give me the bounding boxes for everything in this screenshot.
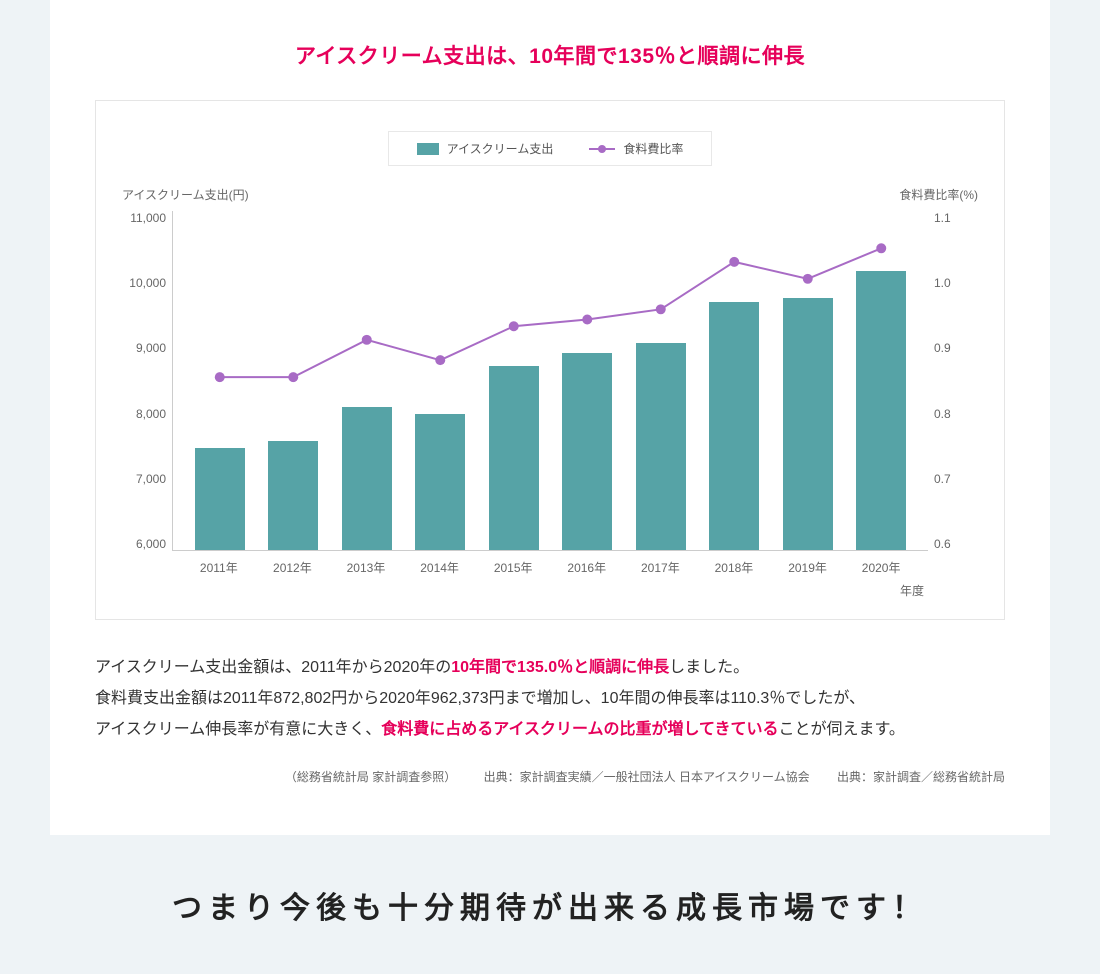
- y-right-tick: 0.8: [934, 407, 978, 421]
- line-marker: [729, 257, 739, 267]
- text: アイスクリーム支出金額は、2011年から2020年の: [95, 659, 451, 676]
- line-marker: [582, 314, 592, 324]
- x-tick: 2014年: [403, 559, 477, 576]
- paragraph-2: 食料費支出金額は2011年872,802円から2020年962,373円まで増加…: [95, 683, 1005, 714]
- line-marker: [803, 274, 813, 284]
- text: しました。: [669, 659, 749, 676]
- y-left-tick: 8,000: [122, 407, 166, 421]
- highlight-text: 食料費に占めるアイスクリームの比重が増してきている: [381, 721, 778, 738]
- legend-item-line: 食料費比率: [589, 140, 683, 157]
- x-axis: 2011年2012年2013年2014年2015年2016年2017年2018年…: [172, 551, 928, 576]
- body-text: アイスクリーム支出金額は、2011年から2020年の10年間で135.0％と順調…: [95, 652, 1005, 746]
- line-layer: [173, 211, 928, 550]
- x-tick: 2016年: [550, 559, 624, 576]
- legend-line-label: 食料費比率: [623, 140, 683, 157]
- x-tick: 2019年: [771, 559, 845, 576]
- y-left-tick: 10,000: [122, 276, 166, 290]
- x-axis-title: 年度: [116, 582, 924, 599]
- line-marker: [215, 372, 225, 382]
- x-tick: 2020年: [844, 559, 918, 576]
- source-2: 出典：家計調査実績／一般社団法人 日本アイスクリーム協会: [484, 770, 810, 784]
- legend: アイスクリーム支出 食料費比率: [388, 131, 713, 166]
- chart-container: アイスクリーム支出 食料費比率 アイスクリーム支出(円) 食料費比率(%) 11…: [95, 100, 1005, 620]
- x-tick: 2011年: [182, 559, 256, 576]
- y-left-tick: 11,000: [122, 211, 166, 225]
- source-1: （総務省統計局 家計調査参照）: [285, 770, 456, 784]
- legend-bar-label: アイスクリーム支出: [447, 140, 554, 157]
- text: アイスクリーム伸長率が有意に大きく、: [95, 721, 381, 738]
- y-axis-right: 1.1 1.0 0.9 0.8 0.7 0.6: [928, 211, 984, 551]
- plot-area: [172, 211, 928, 551]
- plot-wrap: 11,000 10,000 9,000 8,000 7,000 6,000 1.1 1.0 0…: [116, 211, 984, 551]
- bottom-banner: つまり今後も十分期待が出来る成長市場です！: [50, 883, 1050, 967]
- paragraph-3: アイスクリーム伸長率が有意に大きく、食料費に占めるアイスクリームの比重が増してき…: [95, 714, 1005, 745]
- source-3: 出典：家計調査／総務省統計局: [837, 770, 1005, 784]
- y-right-tick: 0.9: [934, 341, 978, 355]
- legend-item-bar: アイスクリーム支出: [417, 140, 554, 157]
- x-tick: 2013年: [329, 559, 403, 576]
- line-marker: [362, 335, 372, 345]
- paragraph-1: アイスクリーム支出金額は、2011年から2020年の10年間で135.0％と順調…: [95, 652, 1005, 683]
- line-series: [220, 248, 882, 377]
- y-left-title: アイスクリーム支出(円): [122, 186, 249, 203]
- y-right-tick: 1.1: [934, 211, 978, 225]
- line-marker: [288, 372, 298, 382]
- content-card: アイスクリーム支出は、10年間で135％と順調に伸長 アイスクリーム支出 食料費…: [50, 0, 1050, 835]
- text: ことが伺えます。: [779, 721, 905, 738]
- y-right-title: 食料費比率(%): [899, 186, 978, 203]
- y-axis-left: 11,000 10,000 9,000 8,000 7,000 6,000: [116, 211, 172, 551]
- sources: （総務省統計局 家計調査参照） 出典：家計調査実績／一般社団法人 日本アイスクリ…: [95, 768, 1005, 785]
- y-right-tick: 0.6: [934, 537, 978, 551]
- line-marker: [435, 355, 445, 365]
- x-tick: 2017年: [624, 559, 698, 576]
- y-left-tick: 6,000: [122, 537, 166, 551]
- bar-swatch-icon: [417, 143, 439, 155]
- y-left-tick: 7,000: [122, 472, 166, 486]
- x-tick: 2012年: [256, 559, 330, 576]
- x-tick: 2018年: [697, 559, 771, 576]
- x-tick: 2015年: [476, 559, 550, 576]
- line-marker: [656, 304, 666, 314]
- chart-title: アイスクリーム支出は、10年間で135％と順調に伸長: [95, 40, 1005, 70]
- line-swatch-icon: [589, 148, 615, 150]
- y-right-tick: 0.7: [934, 472, 978, 486]
- y-right-tick: 1.0: [934, 276, 978, 290]
- highlight-text: 10年間で135.0％と順調に伸長: [451, 659, 669, 676]
- y-left-tick: 9,000: [122, 341, 166, 355]
- line-marker: [876, 243, 886, 253]
- line-marker: [509, 321, 519, 331]
- axis-titles: アイスクリーム支出(円) 食料費比率(%): [116, 186, 984, 211]
